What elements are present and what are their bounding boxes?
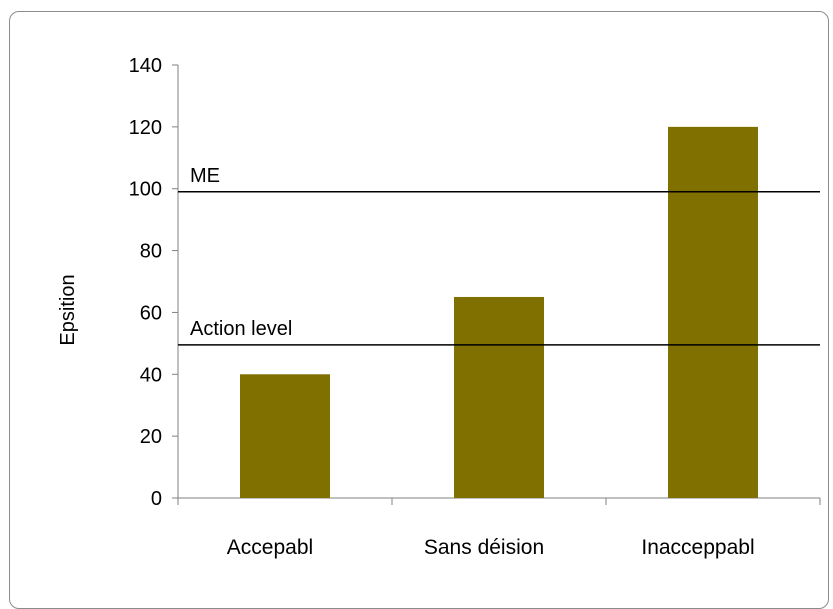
y-tick-label: 80 [140,241,162,263]
y-axis-label: Epsition [57,274,79,345]
category-label: Accepabl [227,536,313,559]
bar [240,374,330,498]
bars [240,126,758,498]
bar [454,296,544,498]
y-tick-label: 60 [140,302,162,324]
reference-lines: ME Action level [178,165,820,346]
y-tick-label: 120 [129,117,162,139]
y-tick-labels: 0 20 40 60 80 100 120 140 [129,55,162,510]
category-label: Inacceppabl [641,536,754,559]
y-tick-label: 40 [140,364,162,386]
category-label: Sans déision [424,536,544,559]
y-tick-label: 20 [140,426,162,448]
x-category-labels: Accepabl Sans déision Inacceppabl [227,536,755,559]
reference-line-label: Action level [190,318,292,340]
y-tick-label: 140 [129,55,162,77]
y-tick-label: 100 [129,179,162,201]
bar [668,126,758,498]
y-tick-label: 0 [151,488,162,510]
reference-line-label: ME [190,165,220,187]
